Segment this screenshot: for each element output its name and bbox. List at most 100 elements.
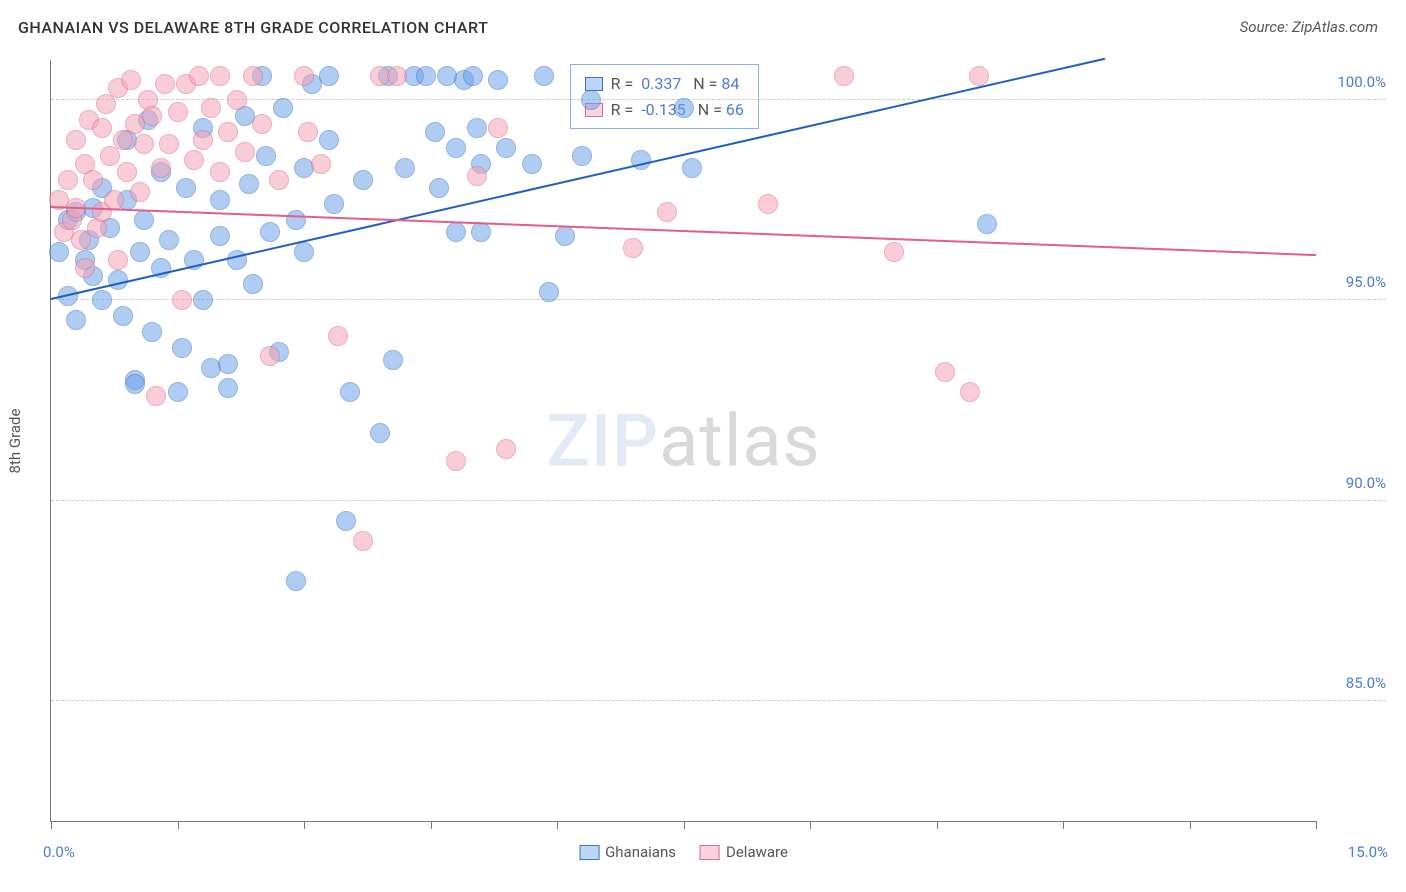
- data-point: [125, 374, 145, 394]
- data-point: [383, 350, 403, 370]
- gridline: [51, 500, 1386, 501]
- y-tick-label: 85.0%: [1326, 674, 1386, 692]
- correlation-chart: 8th Grade ZIPatlas R = 0.337 N = 84R = -…: [50, 60, 1316, 822]
- data-point: [142, 106, 162, 126]
- data-point: [130, 242, 150, 262]
- data-point: [201, 98, 221, 118]
- data-point: [294, 66, 314, 86]
- stats-legend-row: R = -0.135 N = 66: [585, 97, 744, 123]
- data-point: [260, 346, 280, 366]
- data-point: [113, 130, 133, 150]
- data-point: [370, 423, 390, 443]
- data-point: [83, 170, 103, 190]
- data-point: [496, 138, 516, 158]
- y-axis-label: 8th Grade: [6, 408, 24, 473]
- data-point: [142, 322, 162, 342]
- stats-legend-row: R = 0.337 N = 84: [585, 71, 744, 97]
- data-point: [429, 178, 449, 198]
- x-axis-min-label: 0.0%: [43, 843, 75, 861]
- data-point: [108, 250, 128, 270]
- data-point: [488, 118, 508, 138]
- data-point: [463, 66, 483, 86]
- data-point: [572, 146, 592, 166]
- x-tick: [431, 821, 432, 829]
- gridline: [51, 700, 1386, 701]
- series-legend: Ghanaians Delaware: [579, 843, 788, 861]
- data-point: [218, 354, 238, 374]
- data-point: [269, 170, 289, 190]
- data-point: [159, 134, 179, 154]
- data-point: [446, 222, 466, 242]
- data-point: [555, 226, 575, 246]
- data-point: [146, 386, 166, 406]
- x-tick: [937, 821, 938, 829]
- data-point: [977, 214, 997, 234]
- data-point: [172, 290, 192, 310]
- data-point: [581, 90, 601, 110]
- data-point: [113, 306, 133, 326]
- data-point: [117, 162, 137, 182]
- data-point: [324, 194, 344, 214]
- trend-line: [51, 206, 1316, 256]
- data-point: [260, 222, 280, 242]
- data-point: [298, 122, 318, 142]
- data-point: [130, 182, 150, 202]
- data-point: [353, 531, 373, 551]
- chart-title: GHANAIAN VS DELAWARE 8TH GRADE CORRELATI…: [18, 18, 488, 37]
- data-point: [522, 154, 542, 174]
- data-point: [252, 114, 272, 134]
- x-tick: [304, 821, 305, 829]
- data-point: [539, 282, 559, 302]
- data-point: [58, 170, 78, 190]
- y-tick-label: 95.0%: [1326, 273, 1386, 291]
- data-point: [66, 310, 86, 330]
- data-point: [467, 166, 487, 186]
- data-point: [256, 146, 276, 166]
- watermark: ZIPatlas: [546, 398, 820, 483]
- y-tick-label: 90.0%: [1326, 474, 1386, 492]
- x-tick: [1316, 821, 1317, 829]
- data-point: [151, 158, 171, 178]
- y-tick-label: 100.0%: [1326, 73, 1386, 91]
- data-point: [193, 290, 213, 310]
- data-point: [336, 511, 356, 531]
- data-point: [395, 158, 415, 178]
- data-point: [243, 66, 263, 86]
- gridline: [51, 299, 1386, 300]
- data-point: [319, 66, 339, 86]
- data-point: [416, 66, 436, 86]
- legend-item: Ghanaians: [579, 843, 676, 861]
- data-point: [121, 70, 141, 90]
- data-point: [319, 130, 339, 150]
- data-point: [467, 118, 487, 138]
- data-point: [239, 174, 259, 194]
- data-point: [496, 439, 516, 459]
- data-point: [49, 242, 69, 262]
- data-point: [243, 274, 263, 294]
- data-point: [534, 66, 554, 86]
- data-point: [168, 382, 188, 402]
- data-point: [218, 122, 238, 142]
- x-axis-max-label: 15.0%: [1348, 843, 1388, 861]
- data-point: [471, 222, 491, 242]
- data-point: [425, 122, 445, 142]
- data-point: [189, 66, 209, 86]
- data-point: [969, 66, 989, 86]
- x-tick: [557, 821, 558, 829]
- data-point: [210, 190, 230, 210]
- data-point: [311, 154, 331, 174]
- data-point: [159, 230, 179, 250]
- data-point: [488, 70, 508, 90]
- x-tick: [810, 821, 811, 829]
- data-point: [657, 202, 677, 222]
- legend-item: Delaware: [700, 843, 788, 861]
- data-point: [935, 362, 955, 382]
- data-point: [172, 338, 192, 358]
- data-point: [340, 382, 360, 402]
- data-point: [134, 134, 154, 154]
- x-tick: [178, 821, 179, 829]
- data-point: [92, 118, 112, 138]
- data-point: [235, 142, 255, 162]
- data-point: [218, 378, 238, 398]
- data-point: [92, 290, 112, 310]
